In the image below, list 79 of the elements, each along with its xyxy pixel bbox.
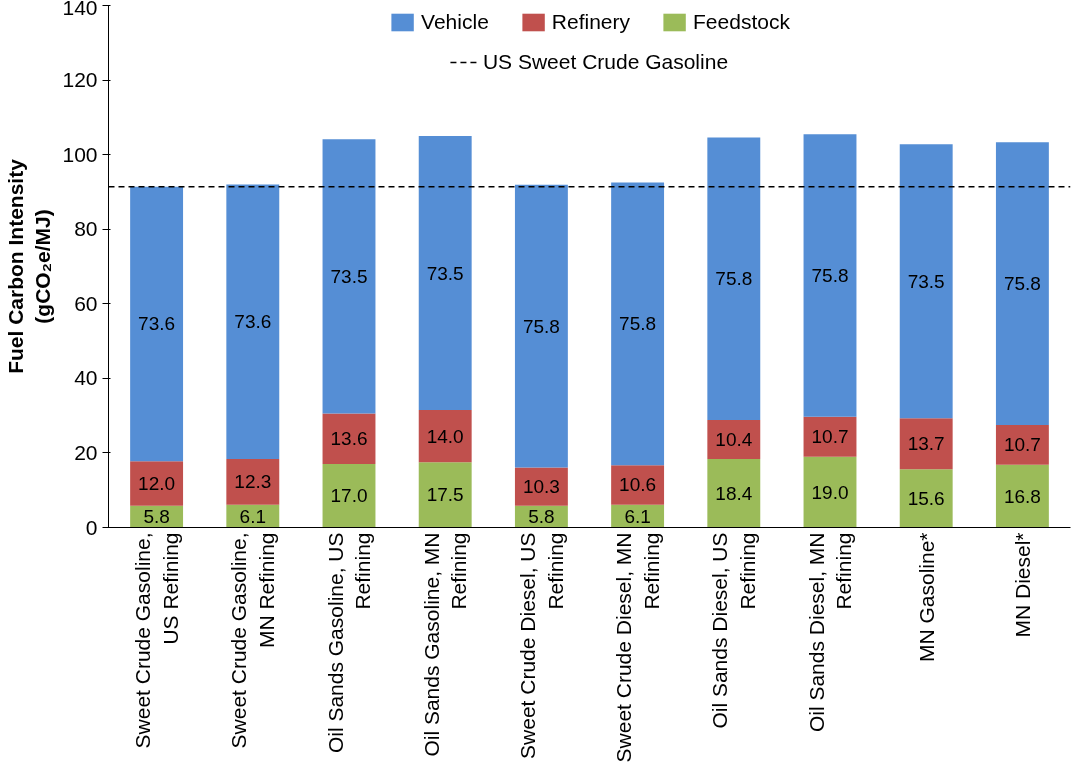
data-label: 16.8 — [1003, 485, 1041, 507]
bar — [899, 144, 953, 419]
bar — [707, 458, 761, 528]
data-label: 75.8 — [811, 264, 849, 286]
bar — [514, 184, 568, 468]
data-label: 10.7 — [811, 426, 849, 448]
data-label: 18.4 — [715, 482, 753, 504]
legend-label: Vehicle — [421, 10, 489, 34]
x-tick-label: Sweet Crude Diesel, MN Refining — [612, 532, 663, 763]
bar — [995, 424, 1049, 465]
data-label: 5.8 — [143, 506, 170, 528]
bar — [899, 418, 953, 470]
bar — [803, 134, 857, 417]
x-tick-label: Oil Sands Gasoline, MN Refining — [419, 532, 471, 757]
bar — [322, 139, 376, 414]
bar — [707, 420, 761, 459]
x-tick-label: MN Diesel* — [1010, 532, 1034, 638]
y-tick-label: 20 — [74, 440, 98, 464]
data-label: 15.6 — [907, 487, 945, 509]
bar — [803, 416, 857, 457]
data-label: 13.6 — [330, 428, 368, 450]
data-label: 13.7 — [907, 433, 945, 455]
data-label: 14.0 — [426, 425, 464, 447]
data-label: 75.8 — [1003, 273, 1041, 295]
bar — [130, 461, 184, 506]
y-tick-label: 140 — [62, 0, 98, 19]
data-label: 5.8 — [528, 506, 555, 528]
legend-label: US Sweet Crude Gasoline — [482, 50, 729, 74]
data-label: 73.5 — [330, 265, 368, 287]
bar — [707, 137, 761, 421]
data-label: 12.0 — [138, 473, 176, 494]
data-label: 73.6 — [234, 311, 272, 333]
y-tick-label: 120 — [62, 68, 98, 92]
legend-label: Feedstock — [693, 10, 790, 34]
data-label: 10.4 — [715, 429, 753, 451]
y-tick-label: 80 — [74, 217, 98, 241]
x-tick-label: Sweet Crude Gasoline, MN Refining — [227, 532, 279, 749]
bar — [130, 186, 184, 462]
data-label: 73.5 — [907, 270, 945, 292]
bar — [995, 142, 1049, 425]
y-tick-label: 100 — [62, 142, 98, 166]
data-label: 75.8 — [522, 315, 560, 337]
y-tick-label: 40 — [74, 366, 98, 390]
bar — [899, 469, 953, 528]
data-label: 12.3 — [234, 471, 272, 493]
data-label: 73.5 — [426, 262, 464, 284]
bar — [611, 465, 665, 505]
data-label: 75.8 — [619, 313, 657, 335]
bar — [995, 464, 1049, 528]
data-label: 10.7 — [1003, 434, 1041, 456]
bar — [226, 458, 280, 505]
data-label: 19.0 — [811, 481, 849, 503]
x-tick-label: Oil Sands Diesel, US Refining — [708, 532, 760, 729]
x-tick-label: Oil Sands Gasoline, US Refining — [323, 532, 375, 754]
data-label: 10.6 — [619, 474, 657, 496]
y-tick-label: 60 — [74, 291, 98, 315]
data-label: 6.1 — [239, 505, 267, 527]
x-tick-label: MN Gasoline* — [914, 532, 938, 663]
data-label: 73.6 — [138, 313, 176, 335]
bar — [226, 184, 280, 459]
x-tick-label: Oil Sands Diesel, MN Refining — [804, 532, 856, 733]
bar — [418, 462, 472, 528]
bar — [514, 467, 568, 506]
data-label: 10.3 — [522, 476, 560, 498]
bar — [322, 413, 376, 465]
y-tick-label: 0 — [85, 515, 98, 539]
bar — [418, 410, 472, 463]
legend-label: Refinery — [551, 10, 631, 34]
x-tick-label: Sweet Crude Diesel, US Refining — [516, 532, 567, 759]
bar — [322, 464, 376, 528]
x-tick-label: Sweet Crude Gasoline, US Refining — [131, 532, 182, 749]
bar — [418, 136, 472, 411]
data-label: 75.8 — [715, 268, 753, 290]
data-label: 6.1 — [624, 505, 651, 527]
bar — [611, 182, 665, 466]
data-label: 17.5 — [426, 484, 464, 506]
y-axis-title: Fuel Carbon Intensity (gCO₂e/MJ) — [3, 158, 55, 374]
data-label: 17.0 — [330, 485, 368, 507]
bar — [803, 456, 857, 528]
